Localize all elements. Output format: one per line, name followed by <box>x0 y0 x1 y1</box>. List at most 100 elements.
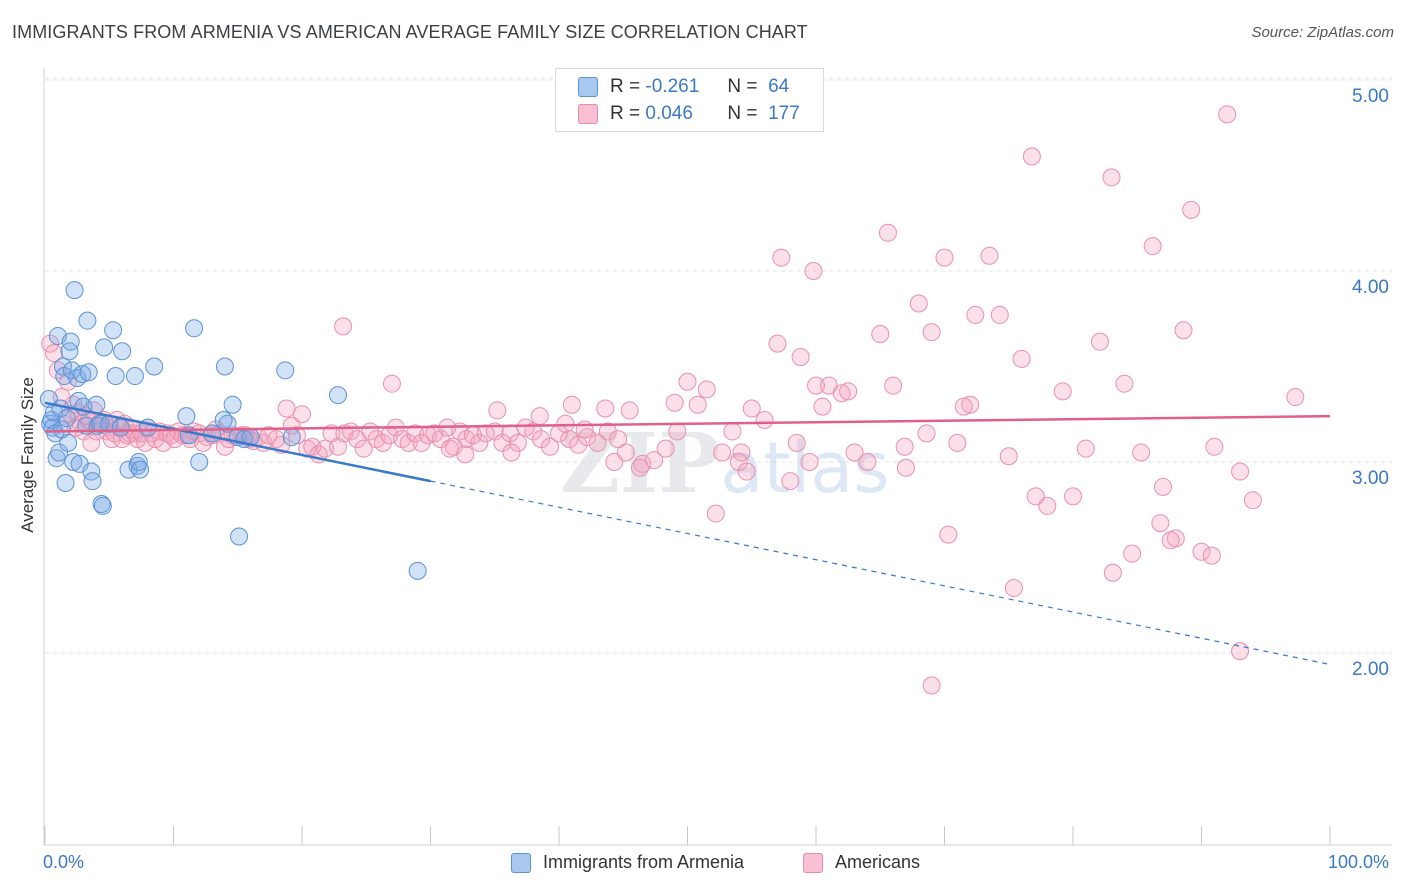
americans-point <box>807 376 825 395</box>
armenia-point <box>78 311 97 330</box>
americans-point <box>41 334 60 353</box>
source-label: Source: ZipAtlas.com <box>1251 24 1394 41</box>
americans-point <box>729 453 748 471</box>
americans-point <box>560 430 579 449</box>
americans-point <box>1053 382 1072 401</box>
correlation-legend: R = -0.261 N = 64 R = 0.046 N = 177 <box>555 68 824 132</box>
armenia-point <box>230 527 249 546</box>
americans-point <box>1132 443 1151 462</box>
americans-point <box>713 443 732 462</box>
americans-point <box>939 525 958 544</box>
americans-point <box>1115 374 1134 393</box>
armenia-point <box>56 474 75 493</box>
armenia-trend-extension <box>430 480 1331 666</box>
armenia-point <box>82 462 101 481</box>
armenia-point <box>214 410 233 429</box>
americans-point <box>1182 200 1201 219</box>
americans-point <box>922 323 941 342</box>
americans-point <box>878 223 897 242</box>
americans-point <box>1103 563 1122 582</box>
armenia-point <box>50 443 69 462</box>
americans-point <box>813 397 832 416</box>
armenia-point <box>215 357 234 376</box>
x-tick-label-min: 0.0% <box>43 852 85 872</box>
americans-point <box>588 433 607 452</box>
americans-point <box>1151 514 1170 533</box>
y-tick-label: 2.00 <box>1352 659 1389 680</box>
x-tick-label-max: 100.0% <box>1328 852 1390 872</box>
armenia-point <box>203 424 222 443</box>
armenia-point <box>185 319 204 338</box>
americans-point <box>277 399 296 418</box>
americans-point <box>456 445 475 464</box>
americans-point <box>737 462 756 481</box>
armenia-point <box>53 357 72 376</box>
armenia-point <box>59 433 78 452</box>
americans-point <box>948 433 967 452</box>
armenia-point <box>145 357 164 376</box>
americans-point <box>556 414 575 433</box>
americans-point <box>1161 531 1180 550</box>
armenia-point <box>93 496 112 515</box>
americans-point <box>966 305 985 324</box>
americans-point <box>656 439 675 458</box>
americans-point <box>598 422 617 441</box>
legend-swatch-americans <box>578 104 598 124</box>
americans-point <box>768 334 787 353</box>
americans-point <box>839 382 858 401</box>
armenia-point <box>95 338 114 357</box>
legend-r-label: R = <box>610 103 641 124</box>
americans-point <box>1202 546 1221 565</box>
americans-point <box>44 344 63 363</box>
armenia-point <box>104 321 123 340</box>
americans-point <box>532 430 551 449</box>
americans-point <box>668 422 687 441</box>
legend-n-label: N = <box>727 76 758 97</box>
americans-point <box>990 305 1009 324</box>
legend-n-label: N = <box>727 103 758 124</box>
series-swatch-armenia <box>511 852 531 873</box>
americans-point <box>1004 579 1023 598</box>
legend-row-armenia: R = -0.261 N = 64 <box>578 74 789 100</box>
americans-point <box>706 504 725 523</box>
americans-point <box>82 433 101 452</box>
americans-point <box>616 443 635 462</box>
armenia-point <box>282 428 301 447</box>
americans-point <box>895 437 914 456</box>
americans-point <box>541 437 560 456</box>
americans-point <box>508 433 527 452</box>
americans-point <box>884 376 903 395</box>
armenia-point <box>408 561 427 580</box>
americans-point <box>1286 388 1305 407</box>
americans-point <box>678 372 697 391</box>
americans-point <box>954 397 973 416</box>
americans-point <box>980 246 999 265</box>
americans-point <box>755 410 774 429</box>
armenia-point <box>113 342 132 361</box>
legend-r-value-americans: 0.046 <box>645 103 693 124</box>
americans-point <box>742 399 761 418</box>
americans-point <box>688 395 707 414</box>
americans-point <box>917 424 936 443</box>
americans-point <box>476 424 495 443</box>
armenia-point <box>73 365 92 384</box>
armenia-point <box>57 409 76 428</box>
series-legend-americans: Americans <box>803 852 920 873</box>
americans-point <box>845 443 864 462</box>
americans-point <box>723 422 742 441</box>
axes <box>43 68 1392 846</box>
series-label-americans: Americans <box>835 852 921 872</box>
americans-point <box>373 433 392 452</box>
americans-point <box>781 472 800 491</box>
y-tick-label: 5.00 <box>1352 86 1389 107</box>
americans-point <box>1192 542 1211 561</box>
americans-point <box>858 453 877 471</box>
series-label-armenia: Immigrants from Armenia <box>543 852 745 872</box>
americans-point <box>1205 437 1224 456</box>
americans-point <box>909 294 928 313</box>
armenia-point <box>60 342 79 361</box>
americans-point <box>136 433 155 452</box>
americans-point <box>896 458 915 477</box>
armenia-point <box>61 332 80 351</box>
